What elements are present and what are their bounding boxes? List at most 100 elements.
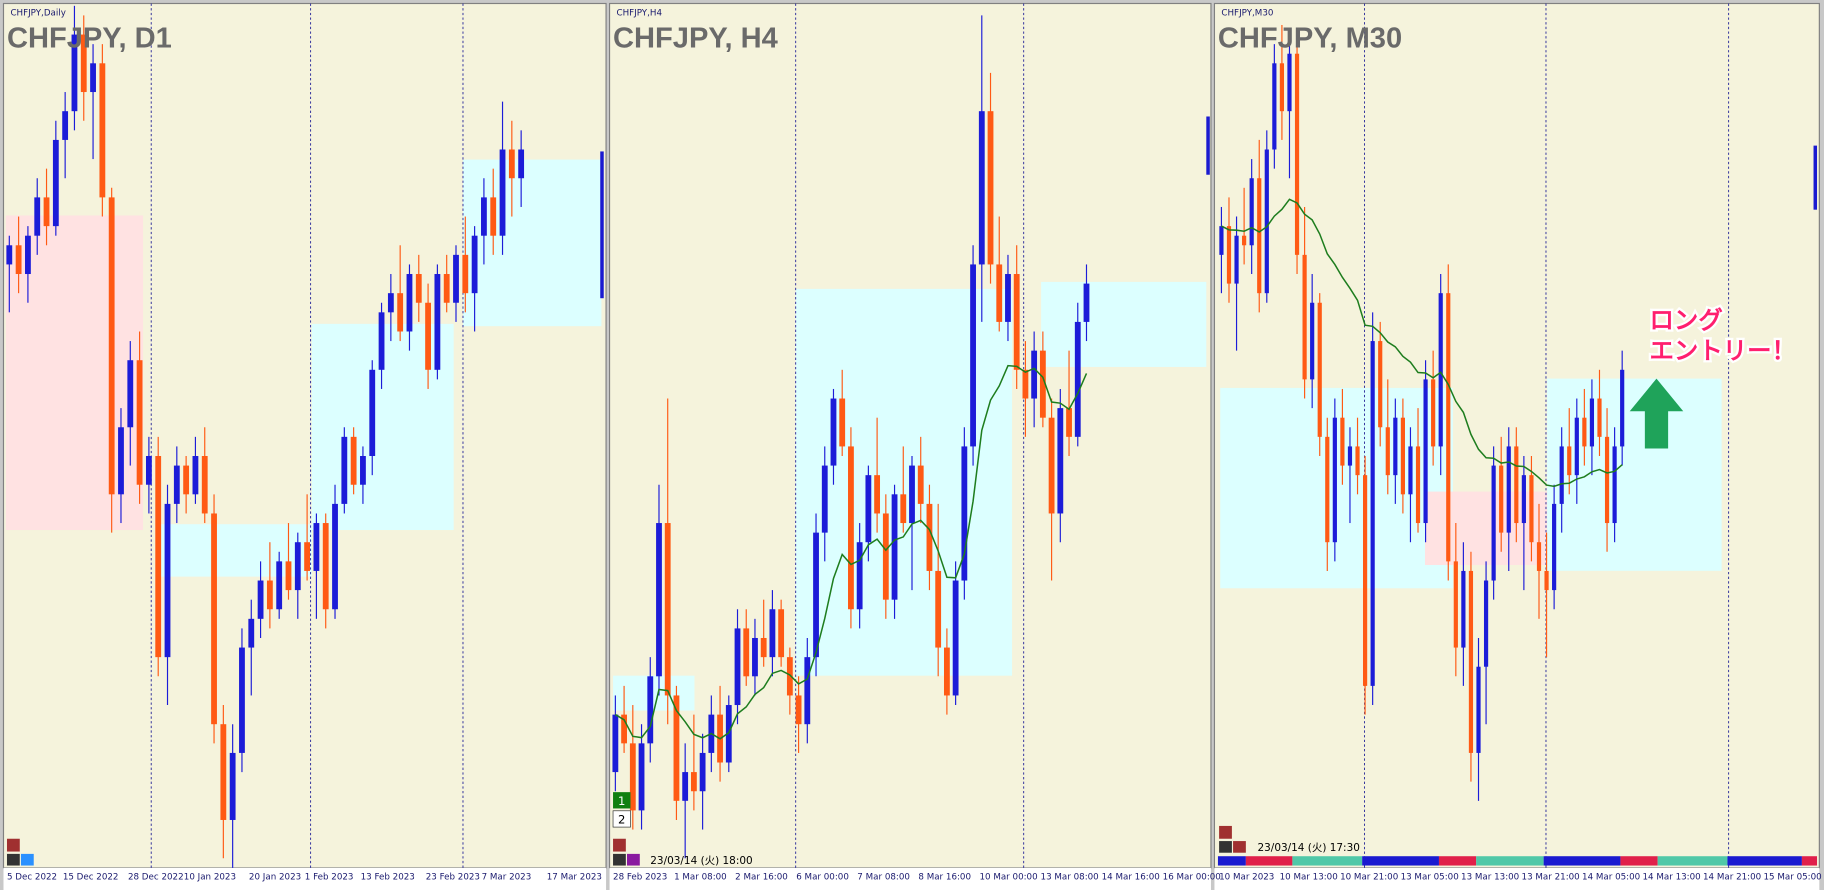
candle-body xyxy=(136,360,143,485)
candle-body xyxy=(682,772,689,801)
candle-body xyxy=(1453,561,1458,648)
symbol-label: CHFJPY,Daily xyxy=(10,8,65,18)
candle-body xyxy=(621,714,627,744)
candle-body xyxy=(865,475,872,543)
x-tick-label: 28 Dec 2022 xyxy=(128,873,184,883)
candle-body xyxy=(360,456,366,485)
candle-body xyxy=(725,705,732,763)
candle-body xyxy=(6,245,13,265)
candle-body xyxy=(304,542,311,571)
candle-body xyxy=(1226,226,1232,284)
candle-body xyxy=(1242,235,1247,246)
candle-body xyxy=(1302,254,1307,380)
candle-body xyxy=(471,235,478,294)
x-tick-label: 7 Mar 2023 xyxy=(482,873,532,883)
x-tick-label: 2 Mar 16:00 xyxy=(735,873,788,883)
candle-body xyxy=(1074,321,1081,437)
candle-body xyxy=(1005,274,1011,322)
candle-body xyxy=(1415,446,1421,524)
candle-body xyxy=(1066,408,1072,437)
x-tick-label: 10 Mar 2023 xyxy=(1219,873,1274,883)
icon xyxy=(613,853,626,866)
candle-body xyxy=(276,561,283,610)
candle-body xyxy=(1461,570,1466,648)
time-axis xyxy=(1214,867,1820,890)
annotation: ロング xyxy=(1650,306,1723,335)
candle-body xyxy=(1521,475,1526,524)
candle-body xyxy=(970,264,976,447)
candle-body xyxy=(664,523,671,696)
strip-segment xyxy=(1362,856,1439,866)
x-tick-label: 15 Dec 2022 xyxy=(63,873,119,883)
x-tick-label: 13 Mar 13:00 xyxy=(1461,873,1519,883)
candle-body xyxy=(508,149,515,179)
entry-arrow xyxy=(1629,378,1684,449)
candle-body xyxy=(211,513,217,725)
candle-body xyxy=(1604,436,1610,524)
pane-title: CHFJPY, D1 xyxy=(7,22,172,54)
close-button[interactable] xyxy=(613,838,626,852)
candle-body xyxy=(1355,446,1360,476)
candle-body xyxy=(1483,580,1489,667)
candle-body xyxy=(434,274,441,370)
strip-segment xyxy=(1801,856,1818,866)
zone xyxy=(613,675,695,711)
candle-body xyxy=(62,111,69,140)
candle-body xyxy=(647,676,654,744)
candle-body xyxy=(453,254,459,303)
candle-body xyxy=(1408,446,1413,495)
candle-body xyxy=(612,714,619,773)
candle-body xyxy=(1219,226,1224,255)
candle-body xyxy=(1039,350,1046,418)
x-tick-label: 14 Mar 16:00 xyxy=(1102,873,1160,883)
candle-body xyxy=(786,657,793,696)
candle-body xyxy=(425,302,431,370)
candle-body xyxy=(1431,379,1436,447)
candle-body xyxy=(490,197,497,236)
close-button[interactable] xyxy=(1219,825,1232,839)
icon xyxy=(6,853,20,866)
candle-body xyxy=(1499,465,1504,533)
x-tick-label: 16 Mar 00:00 xyxy=(1163,873,1221,883)
candle-body xyxy=(1559,446,1564,504)
candle-body xyxy=(1476,666,1481,753)
icon xyxy=(627,853,640,866)
candle-body xyxy=(183,465,190,495)
candle-body xyxy=(378,312,385,370)
candle-body xyxy=(1325,436,1330,543)
candle-body xyxy=(1612,446,1617,524)
strip-segment xyxy=(1543,856,1621,866)
x-tick-label: 14 Mar 05:00 xyxy=(1582,873,1640,883)
strip-segment xyxy=(1245,856,1293,866)
candle-body xyxy=(1574,417,1579,476)
candle-body xyxy=(1048,417,1055,514)
candle-body xyxy=(1514,446,1519,524)
close-button[interactable] xyxy=(6,838,20,852)
x-tick-label: 8 Mar 16:00 xyxy=(918,873,971,883)
icon xyxy=(1219,841,1232,853)
candle-body xyxy=(1013,274,1020,370)
candle-body xyxy=(804,657,811,725)
candle-body xyxy=(1400,417,1405,495)
candle-body xyxy=(1234,235,1239,284)
candle-body xyxy=(387,293,394,313)
signal-strip xyxy=(1217,856,1818,866)
edge-bar xyxy=(1813,145,1818,210)
candle-body xyxy=(743,628,750,677)
candle-body xyxy=(1491,465,1496,581)
candle-body xyxy=(1340,417,1345,466)
candle-body xyxy=(1347,446,1353,466)
candle-body xyxy=(656,523,662,677)
candle-body xyxy=(173,465,180,504)
candle-body xyxy=(638,743,645,811)
candle-body xyxy=(1279,63,1285,112)
edge-bar xyxy=(600,151,604,299)
candle-body xyxy=(350,436,357,485)
candle-body xyxy=(1031,350,1038,399)
candle-body xyxy=(1529,475,1534,543)
candle-body xyxy=(164,503,171,658)
candle-body xyxy=(220,724,227,820)
candle-body xyxy=(1552,503,1557,591)
